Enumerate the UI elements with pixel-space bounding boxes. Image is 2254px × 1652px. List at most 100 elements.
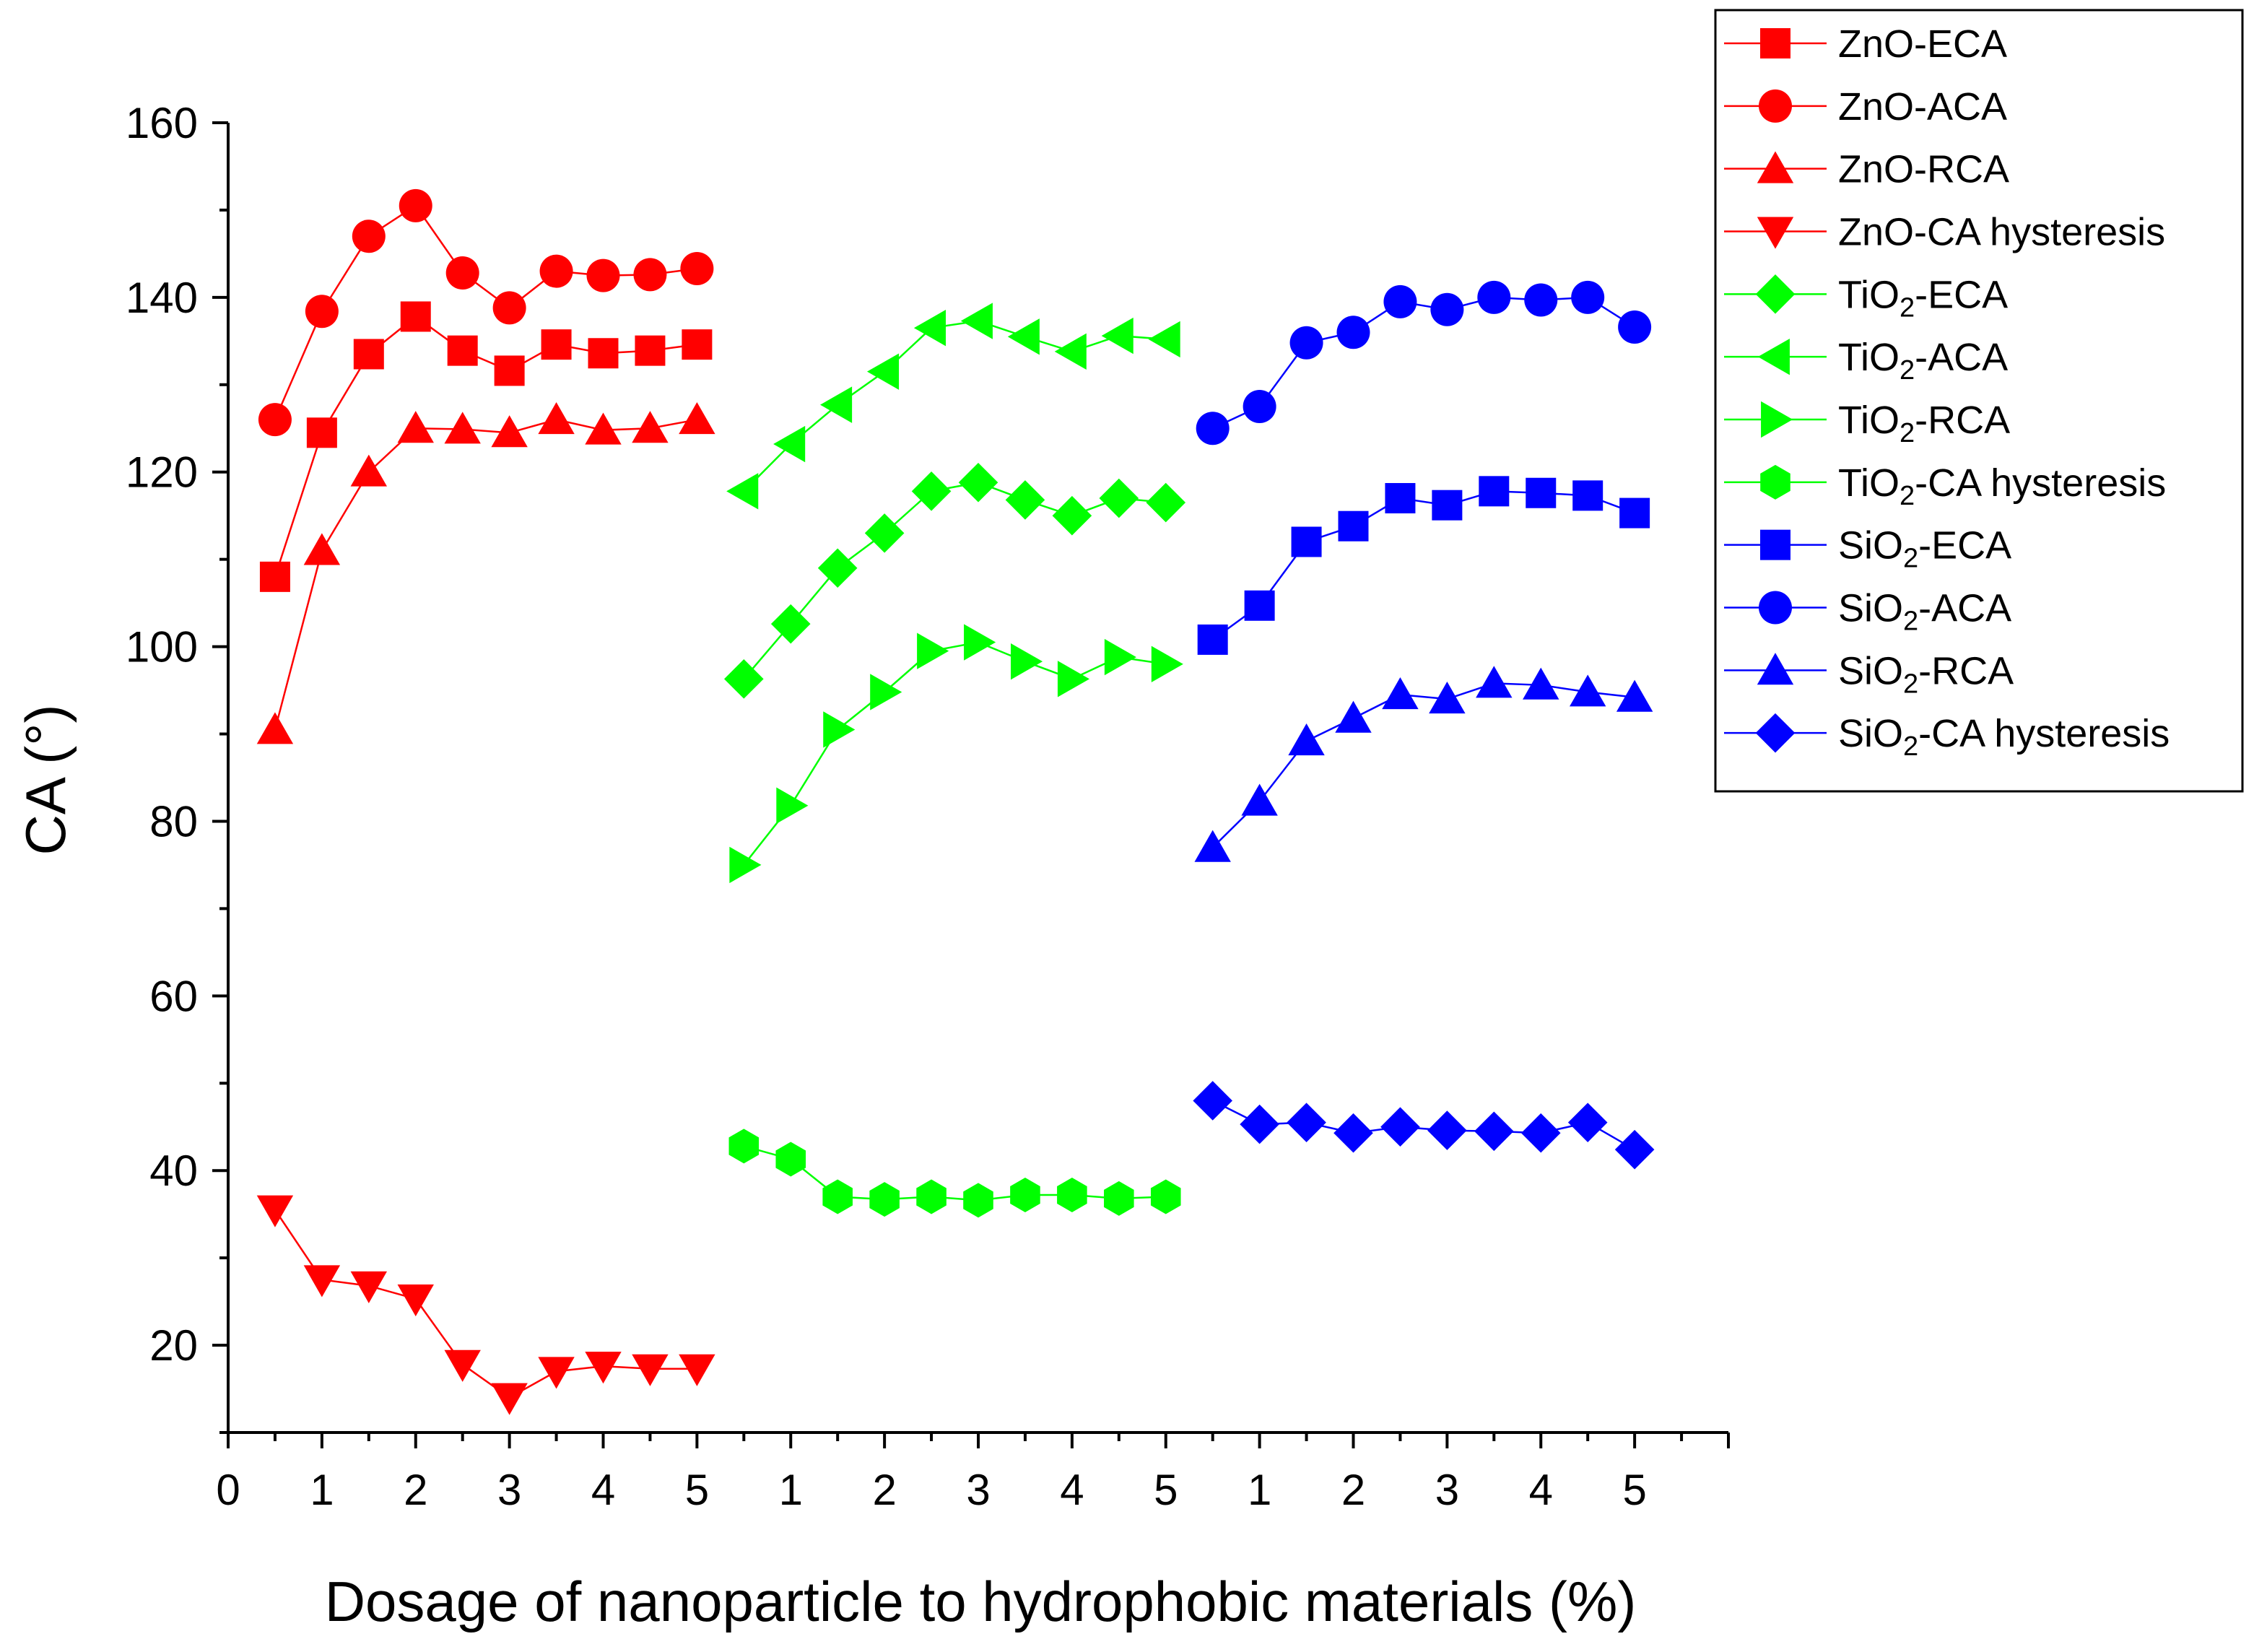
legend-entry: ZnO-CA hysteresis — [1724, 211, 2165, 254]
data-point — [770, 604, 811, 644]
legend-entry: ZnO-ACA — [1724, 85, 2007, 129]
data-point — [1616, 679, 1653, 712]
data-point — [1429, 682, 1466, 714]
series-sio2-aca — [1196, 280, 1652, 445]
x-tick-label: 3 — [497, 1466, 521, 1514]
data-point — [258, 403, 292, 437]
x-axis-title: Dosage of nanoparticle to hydrophobic ma… — [325, 1570, 1637, 1633]
data-point — [776, 787, 809, 824]
legend-marker — [1755, 713, 1796, 753]
series-line — [1211, 490, 1635, 640]
legend-label: SiO2-RCA — [1838, 649, 2014, 699]
x-tick-label: 2 — [872, 1466, 896, 1514]
data-point — [447, 335, 478, 366]
data-point — [1526, 477, 1557, 508]
series-line — [274, 418, 697, 730]
legend-label: TiO2-RCA — [1838, 399, 2010, 448]
data-point — [303, 533, 341, 565]
data-point — [1193, 1081, 1232, 1121]
series-line — [743, 481, 1166, 680]
x-tick-label: 0 — [216, 1466, 240, 1514]
data-point — [1430, 292, 1464, 326]
data-series — [256, 188, 1655, 1415]
data-point — [869, 1182, 900, 1217]
x-tick-label: 4 — [1060, 1466, 1084, 1514]
data-point — [259, 561, 290, 592]
data-point — [864, 513, 905, 553]
data-point — [958, 462, 998, 503]
data-point — [1567, 1103, 1608, 1142]
data-point — [1196, 412, 1230, 445]
series-tio2-rca — [729, 624, 1183, 884]
data-point — [491, 1383, 528, 1415]
y-tick-label: 20 — [149, 1321, 198, 1370]
data-point — [588, 338, 619, 369]
legend-entry: TiO2-ACA — [1724, 336, 2008, 386]
data-point — [1150, 1179, 1181, 1214]
data-point — [1287, 1103, 1326, 1142]
y-tick-label: 40 — [149, 1147, 198, 1195]
legend-label: ZnO-ECA — [1838, 22, 2007, 66]
data-point — [397, 411, 434, 443]
data-point — [1151, 645, 1183, 682]
data-point — [1383, 284, 1417, 318]
data-point — [492, 291, 526, 325]
data-point — [1385, 483, 1416, 514]
data-point — [444, 1349, 481, 1382]
series-line — [743, 1145, 1166, 1201]
data-point — [1520, 1113, 1561, 1153]
x-tick-label: 1 — [310, 1466, 334, 1514]
legend-entry: SiO2-RCA — [1724, 649, 2014, 699]
data-point — [1057, 661, 1090, 697]
legend-entry: TiO2-CA hysteresis — [1724, 461, 2166, 511]
legend-marker — [1759, 89, 1792, 123]
data-point — [870, 674, 902, 710]
data-point — [728, 1129, 760, 1164]
data-point — [773, 425, 806, 463]
x-tick-label: 3 — [1435, 1466, 1459, 1514]
y-tick-label: 140 — [126, 274, 198, 322]
data-point — [491, 415, 528, 448]
data-point — [585, 1352, 622, 1384]
data-point — [303, 1265, 341, 1297]
legend-marker — [1757, 151, 1794, 183]
legend-entry: TiO2-ECA — [1724, 273, 2008, 323]
data-point — [1240, 1104, 1279, 1144]
data-point — [541, 329, 572, 360]
x-tick-label: 1 — [779, 1466, 803, 1514]
legend-entry: ZnO-ECA — [1724, 22, 2007, 66]
data-point — [350, 454, 388, 487]
data-point — [1477, 280, 1511, 314]
data-point — [350, 1271, 388, 1303]
x-tick-label: 3 — [966, 1466, 990, 1514]
legend-label: TiO2-ECA — [1838, 273, 2008, 323]
data-point — [1104, 1181, 1134, 1216]
data-point — [911, 471, 952, 511]
data-point — [1057, 1178, 1087, 1213]
legend: ZnO-ECA ZnO-ACA ZnO-RCA ZnO-CA hysteresis Ti… — [1714, 9, 2244, 793]
series-zno-ca-hysteresis — [256, 1195, 715, 1415]
legend-marker — [1761, 401, 1793, 438]
data-point — [1380, 1107, 1420, 1147]
data-point — [963, 1183, 993, 1218]
data-point — [1618, 310, 1652, 344]
data-point — [353, 339, 384, 370]
data-point — [1005, 480, 1045, 520]
y-axis-title: CA (°) — [14, 705, 77, 856]
series-sio2-rca — [1194, 666, 1653, 862]
data-point — [1104, 638, 1136, 676]
data-point — [539, 254, 573, 288]
data-point — [1614, 1129, 1655, 1170]
data-point — [1007, 318, 1040, 355]
x-tick-label: 4 — [1529, 1466, 1553, 1514]
legend-label: ZnO-CA hysteresis — [1838, 211, 2165, 254]
legend-box — [1714, 9, 2244, 793]
data-point — [1243, 390, 1276, 424]
data-point — [822, 1179, 853, 1214]
series-line — [274, 315, 697, 578]
data-point — [444, 412, 481, 444]
data-point — [1523, 667, 1559, 700]
data-point — [1146, 482, 1186, 523]
legend-marker — [1759, 591, 1792, 625]
